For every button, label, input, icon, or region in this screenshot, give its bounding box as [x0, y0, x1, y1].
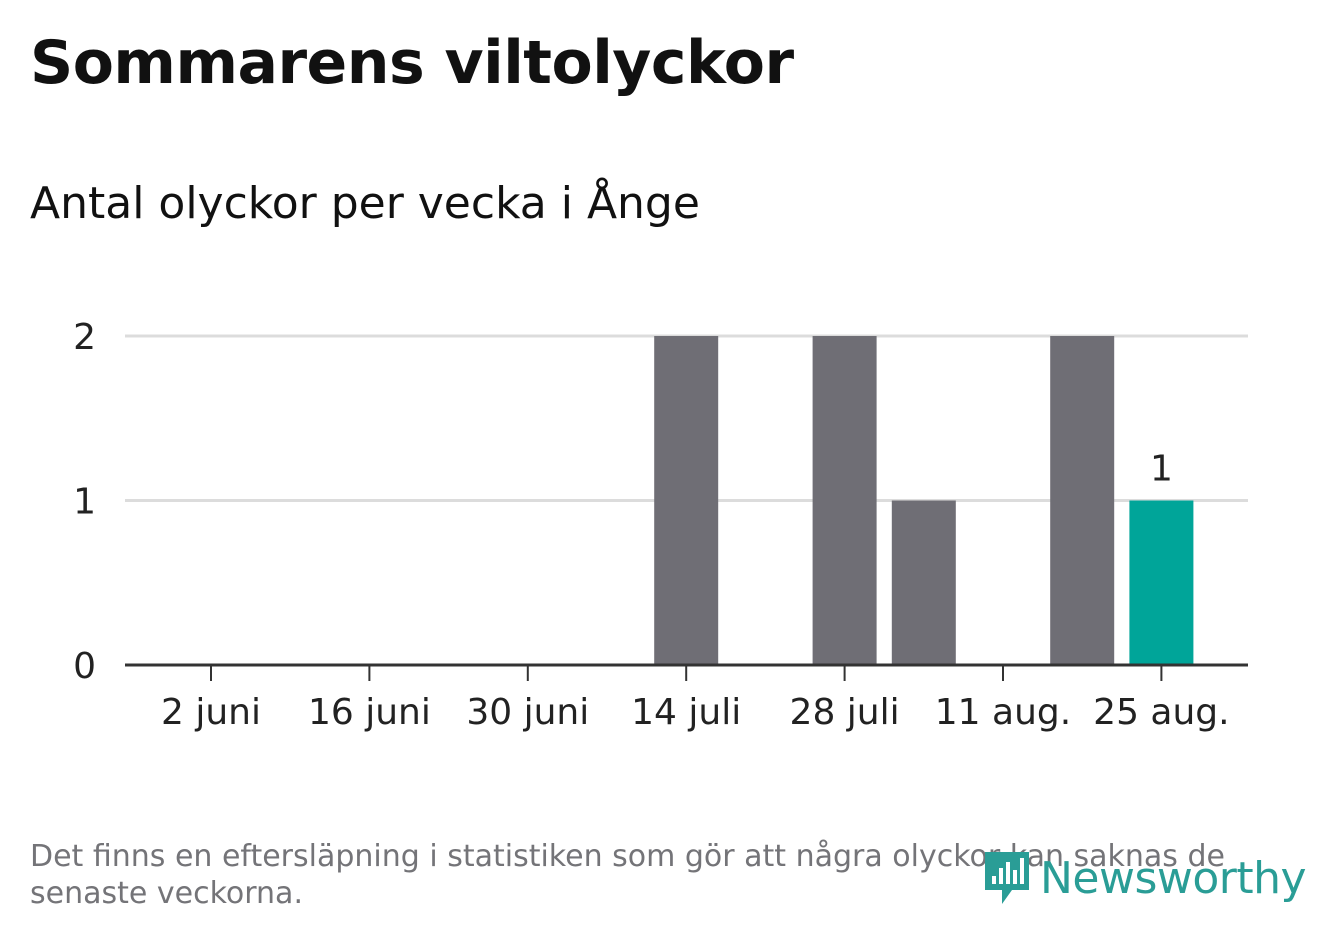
x-tick-label: 28 juli	[790, 692, 900, 733]
chart-subtitle: Antal olyckor per vecka i Ånge	[30, 178, 700, 229]
x-tick-label: 25 aug.	[1093, 692, 1229, 733]
bar	[891, 500, 956, 665]
chart-title: Sommarens viltolyckor	[30, 28, 794, 98]
y-tick-label: 1	[73, 482, 96, 523]
newsworthy-logo: Newsworthy	[982, 846, 1307, 910]
bar	[1129, 500, 1194, 665]
bar-chart: 0 1 2 1 2 juni 16 juni 30 juni 14 juli 28 juli 11…	[73, 317, 1248, 733]
bar	[1050, 336, 1115, 665]
bar	[654, 336, 719, 665]
bar-data-label: 1	[1150, 449, 1173, 490]
y-tick-label: 0	[73, 646, 96, 687]
newsworthy-logo-icon	[985, 852, 1029, 904]
newsworthy-logo-text: Newsworthy	[1040, 852, 1307, 904]
y-tick-label: 2	[73, 317, 96, 358]
x-tick-label: 30 juni	[466, 692, 589, 733]
x-tick-label: 16 juni	[308, 692, 431, 733]
x-tick-label: 2 juni	[161, 692, 261, 733]
x-tick-label: 14 juli	[631, 692, 741, 733]
x-tick-label: 11 aug.	[935, 692, 1071, 733]
bar	[812, 336, 877, 665]
